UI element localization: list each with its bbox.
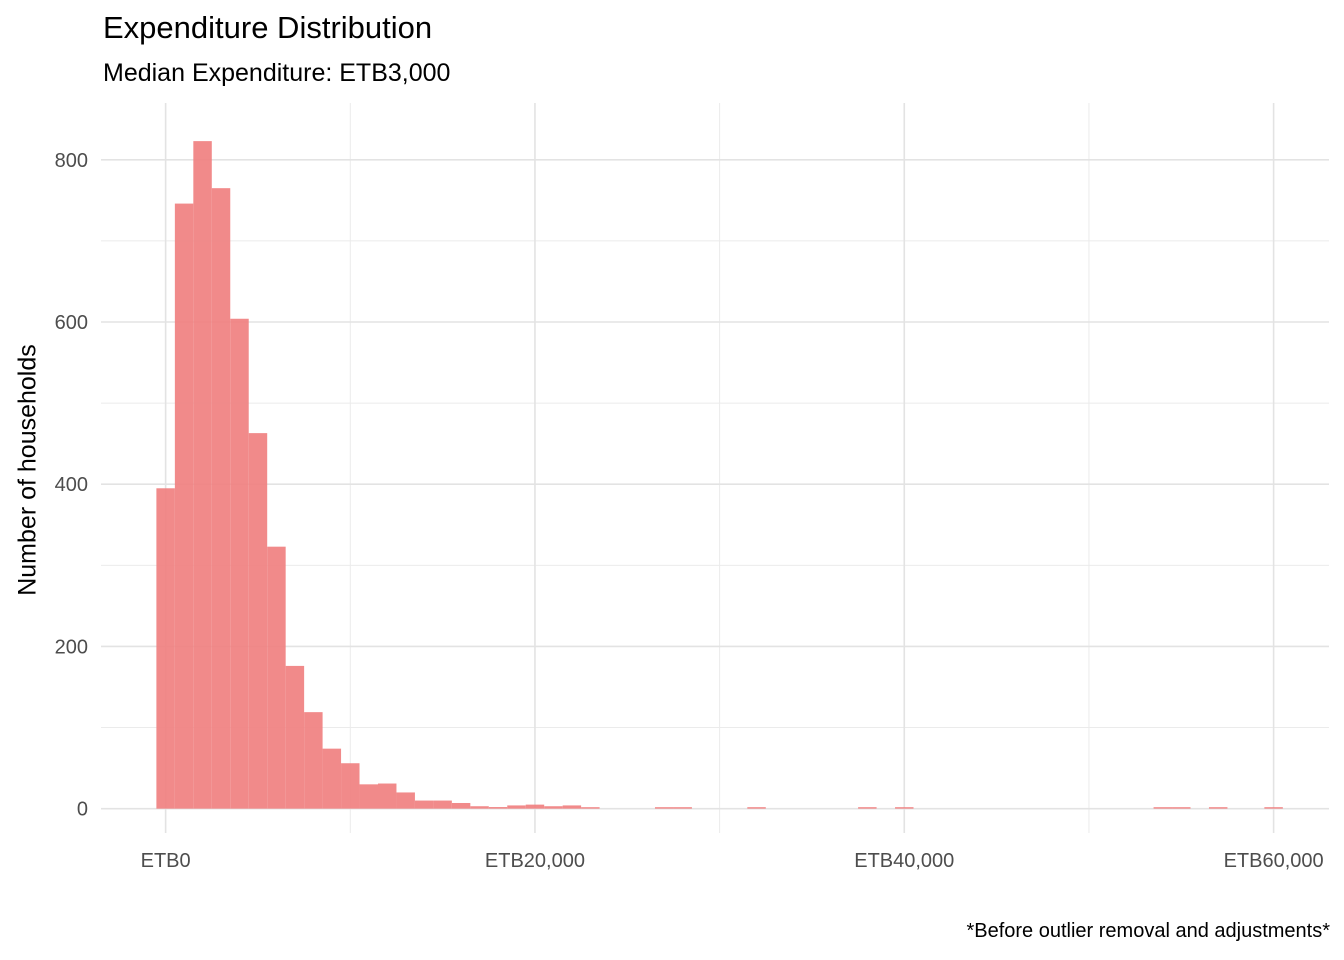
histogram-bar: [322, 748, 342, 809]
histogram-bar: [488, 807, 508, 809]
x-tick-label: ETB20,000: [485, 850, 585, 872]
histogram-bar: [470, 806, 489, 809]
histogram-bar: [285, 665, 305, 809]
x-tick-label: ETB0: [141, 850, 191, 872]
y-tick-label: 200: [55, 636, 88, 658]
histogram-bar: [414, 800, 434, 809]
histogram-bar: [858, 807, 877, 809]
histogram-bar: [581, 807, 600, 809]
y-tick-label: 800: [55, 150, 88, 172]
histogram-bar: [747, 807, 766, 809]
histogram-bar: [193, 141, 212, 809]
histogram-bar: [174, 203, 194, 809]
histogram-bar: [341, 763, 360, 809]
x-tick-label: ETB60,000: [1224, 850, 1324, 872]
x-tick-label: ETB40,000: [854, 850, 954, 872]
histogram-bar: [507, 805, 526, 809]
chart-caption: *Before outlier removal and adjustments*: [966, 920, 1330, 942]
y-tick-label: 400: [55, 474, 88, 496]
histogram-bar: [230, 318, 249, 809]
histogram-bar: [156, 488, 175, 809]
histogram-bar: [304, 712, 323, 809]
histogram-bar: [1153, 807, 1173, 809]
chart-title: Expenditure Distribution: [103, 10, 433, 45]
histogram-bar: [673, 807, 692, 809]
histogram-bar: [654, 807, 674, 809]
histogram-bar: [211, 188, 231, 809]
histogram-bars: [156, 141, 1283, 809]
histogram-bar: [396, 792, 415, 809]
histogram-bar: [267, 546, 286, 809]
histogram-bar: [433, 800, 452, 809]
y-tick-label: 0: [77, 799, 88, 821]
histogram-bar: [248, 433, 268, 809]
histogram-bar: [562, 805, 582, 809]
histogram-bar: [359, 784, 378, 809]
y-axis-ticks: 0 200 400 600 800: [55, 150, 88, 821]
histogram-bar: [451, 802, 471, 809]
x-axis-ticks: ETB0 ETB20,000 ETB40,000 ETB60,000: [141, 850, 1324, 872]
histogram-bar: [525, 804, 545, 809]
histogram-bar: [895, 807, 914, 809]
histogram-bar: [544, 806, 563, 809]
chart-subtitle: Median Expenditure: ETB3,000: [103, 59, 451, 87]
grid-lines: [101, 103, 1329, 833]
histogram-bar: [377, 783, 397, 809]
histogram-bar: [1208, 807, 1228, 809]
histogram-bar: [1264, 807, 1283, 809]
y-tick-label: 600: [55, 312, 88, 334]
histogram-bar: [1172, 807, 1191, 809]
